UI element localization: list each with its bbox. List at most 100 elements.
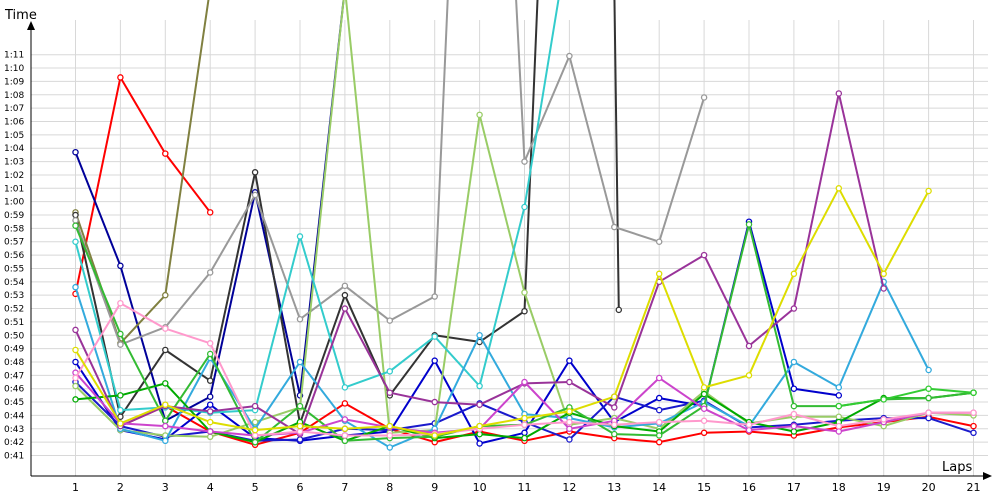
data-point [206, 340, 214, 347]
data-point [790, 305, 798, 312]
x-tick-label: 15 [697, 481, 711, 494]
data-point [72, 346, 79, 354]
y-tick-label: 1:10 [4, 64, 24, 74]
x-tick-label: 5 [252, 481, 259, 494]
x-tick-label: 12 [562, 481, 576, 494]
data-point [476, 430, 483, 438]
data-point [521, 414, 528, 422]
data-point [476, 401, 483, 408]
data-point [431, 333, 438, 340]
data-point [386, 368, 394, 375]
y-tick-label: 1:11 [4, 51, 24, 61]
data-point [476, 111, 483, 119]
x-tick-label: 7 [341, 481, 348, 494]
data-point [117, 341, 124, 348]
data-point [925, 187, 932, 195]
data-point [835, 185, 843, 192]
data-point [476, 422, 483, 430]
series-8 [613, 0, 623, 314]
data-point [970, 389, 977, 396]
data-point [611, 430, 618, 438]
data-point [880, 270, 887, 278]
data-point [251, 169, 259, 176]
data-point [655, 394, 663, 402]
y-tick-label: 0:57 [4, 238, 24, 248]
data-point [925, 385, 932, 392]
y-axis-arrow [27, 21, 35, 30]
y-tick-label: 0:50 [4, 331, 24, 341]
data-point [162, 325, 169, 332]
data-point [521, 434, 528, 442]
y-tick-label: 0:55 [4, 264, 24, 274]
data-point [72, 238, 79, 245]
data-point [251, 191, 259, 199]
data-point [117, 406, 124, 414]
data-point [655, 432, 663, 439]
data-point [296, 358, 304, 366]
x-tick-label: 10 [473, 481, 487, 494]
data-point [251, 432, 259, 439]
data-point [117, 413, 124, 421]
x-tick-label: 9 [431, 481, 438, 494]
y-tick-label: 0:53 [4, 291, 24, 301]
x-tick-labels: 1 2 3 4 5 6 7 8 9 10 11 12 13 14 15 16 17 18 19 20 21 [72, 481, 981, 494]
data-point [296, 422, 304, 430]
data-point [521, 429, 528, 437]
y-tick-label: 0:42 [4, 438, 24, 448]
data-point [521, 203, 528, 211]
data-point [655, 238, 663, 245]
data-point [206, 418, 214, 426]
data-point [251, 438, 259, 446]
data-point [341, 425, 349, 433]
data-point [655, 418, 663, 426]
data-point [386, 432, 394, 439]
data-point [700, 417, 708, 425]
data-point [790, 422, 798, 430]
y-tick-label: 1:06 [4, 118, 24, 128]
y-axis-label: Time [4, 8, 37, 23]
x-tick-label: 19 [877, 481, 891, 494]
x-tick-label: 16 [742, 481, 756, 494]
data-point [745, 221, 753, 228]
data-point [386, 389, 394, 396]
data-point [296, 315, 304, 323]
data-point [341, 437, 349, 445]
data-point [162, 422, 169, 430]
x-tick-label: 14 [652, 481, 666, 494]
data-point [790, 385, 798, 392]
series-line [74, 0, 210, 345]
data-point [611, 421, 618, 429]
data-point [566, 357, 573, 364]
data-point [566, 378, 573, 386]
x-tick-label: 18 [832, 481, 846, 494]
data-point [790, 428, 798, 435]
y-tick-label: 1:00 [4, 198, 24, 208]
series-line [613, 0, 620, 310]
data-point [835, 428, 843, 435]
data-point [341, 400, 349, 407]
data-point [880, 396, 887, 403]
data-point [566, 418, 573, 426]
data-point [521, 158, 528, 165]
data-point [566, 436, 573, 443]
series-line [119, 402, 974, 446]
data-point [925, 409, 932, 416]
data-point [745, 421, 753, 429]
data-point [745, 426, 753, 434]
series-16 [835, 385, 977, 410]
data-point [206, 401, 214, 408]
y-tick-label: 1:07 [4, 104, 24, 114]
data-point [251, 418, 259, 426]
data-point [655, 438, 663, 446]
data-point [431, 357, 438, 364]
data-point [162, 291, 169, 299]
y-tick-label: 0:51 [4, 318, 24, 328]
data-point [341, 432, 349, 439]
x-tick-label: 21 [967, 481, 981, 494]
y-tick-label: 0:47 [4, 371, 24, 381]
data-point [476, 332, 483, 339]
data-point [521, 378, 528, 386]
data-point [162, 401, 169, 408]
data-point [72, 382, 79, 390]
